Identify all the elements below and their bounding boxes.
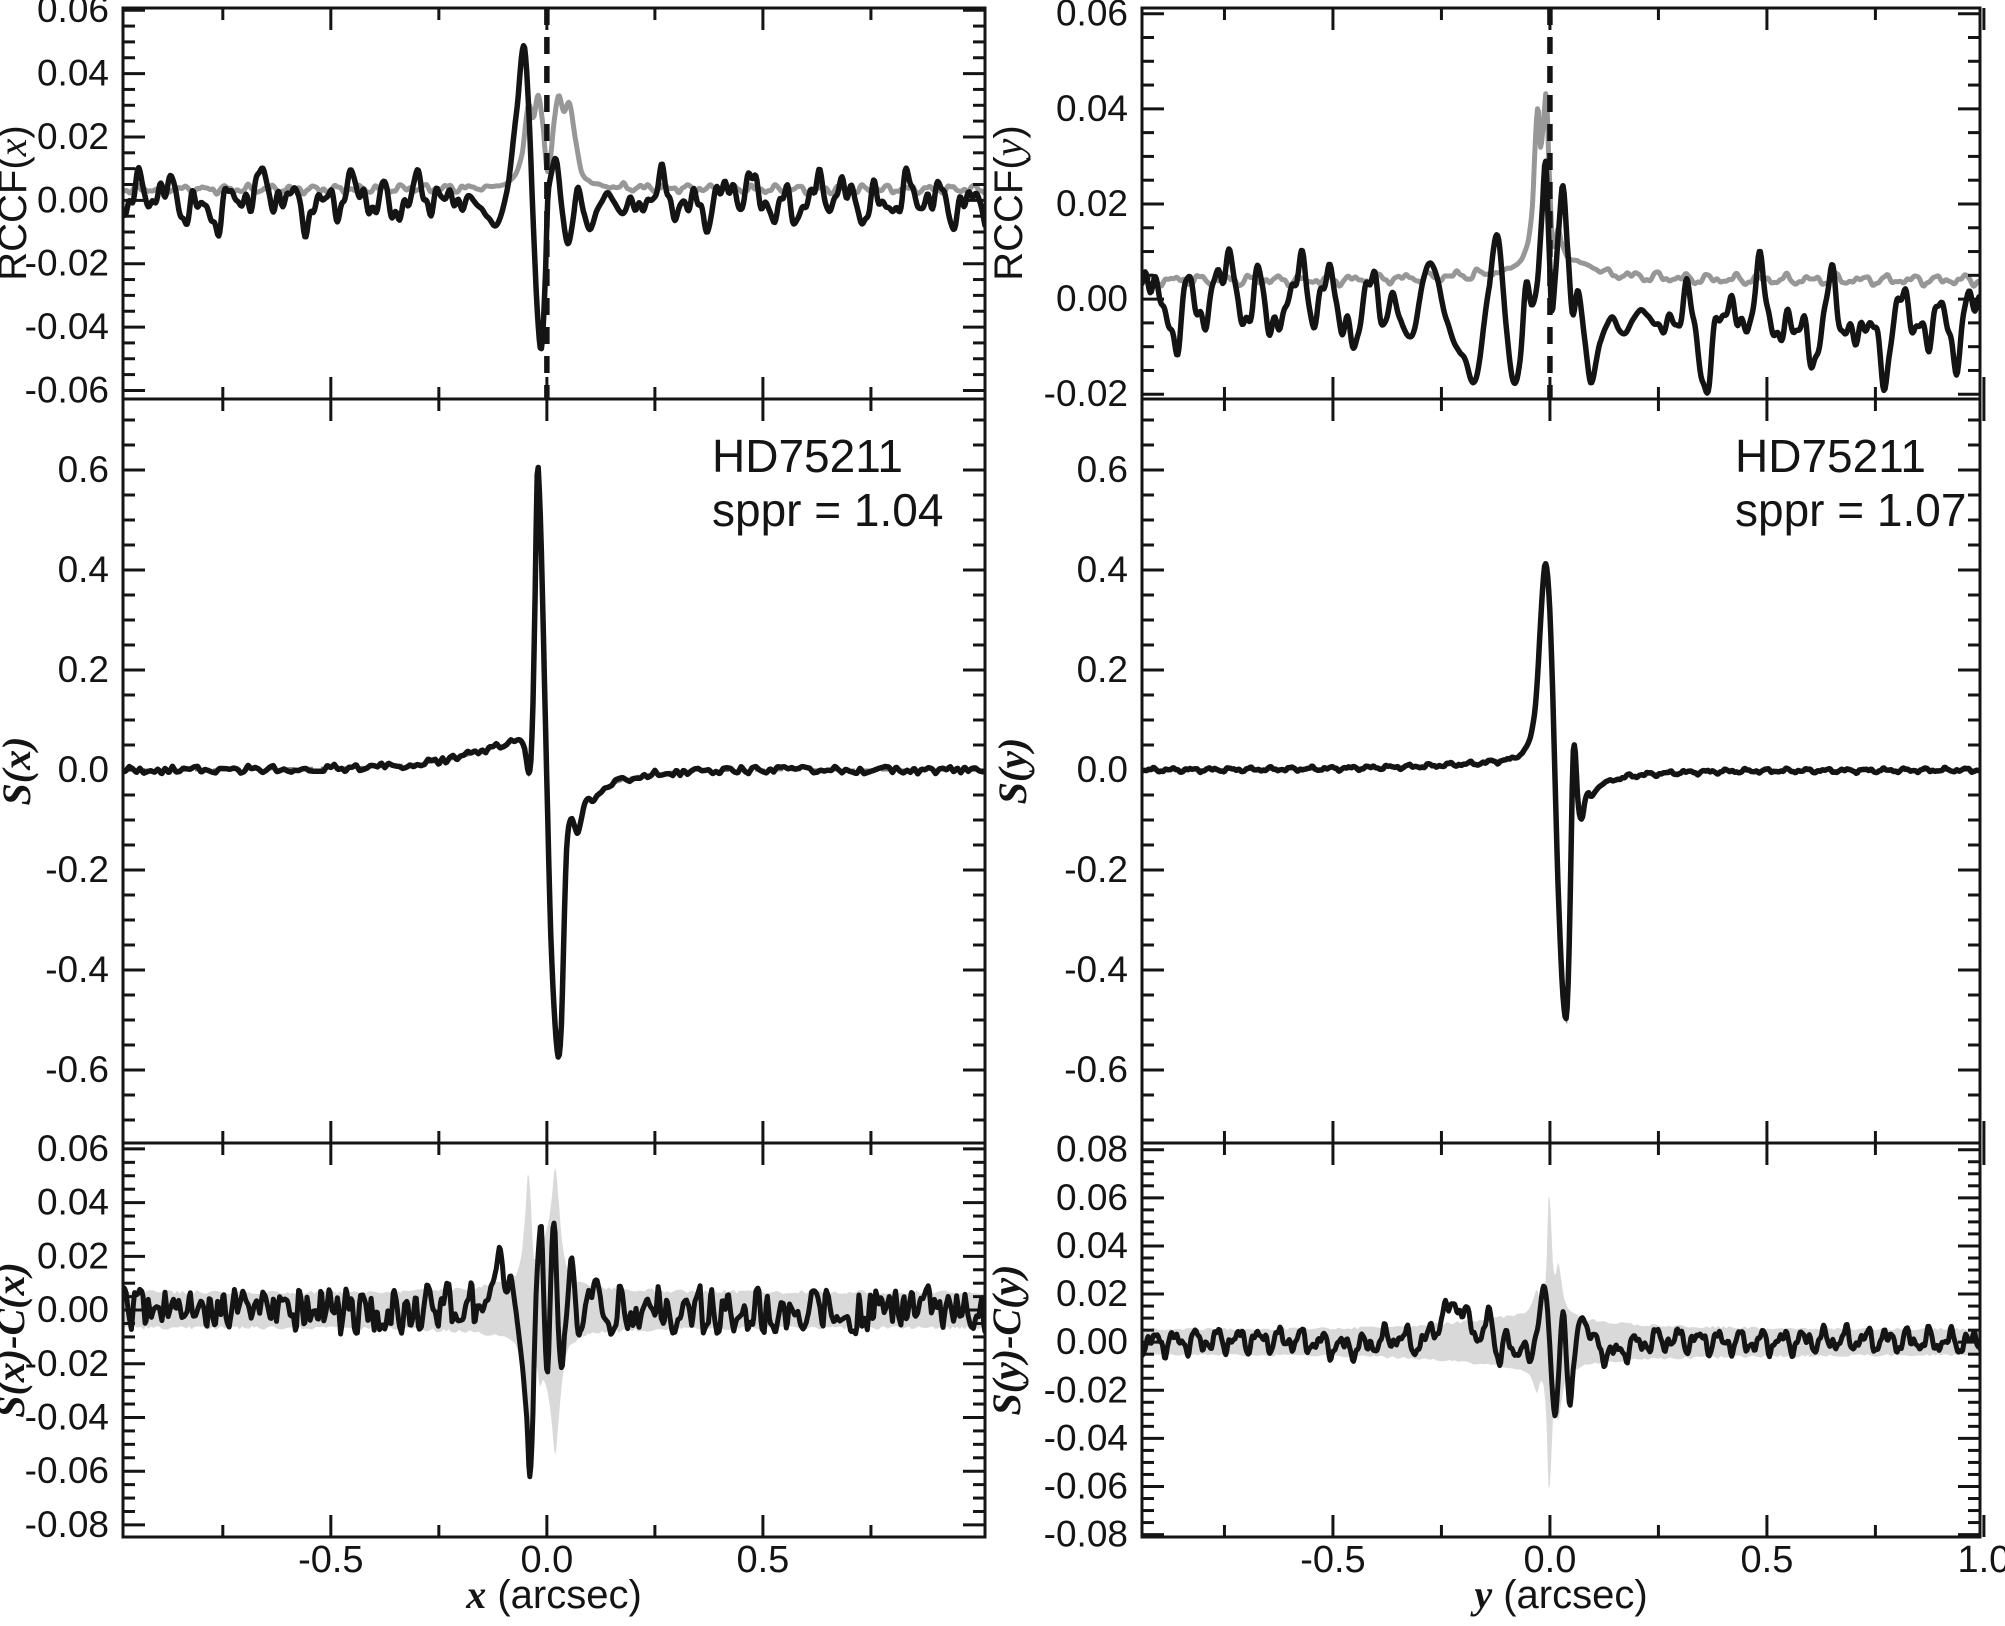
y-tick-label: -0.02	[1044, 373, 1128, 414]
rccf-observed	[1142, 158, 1980, 396]
y-tick-label: -0.6	[45, 1049, 109, 1090]
y-tick-label: 0.4	[1077, 549, 1128, 590]
y-tick-label: 0.04	[1056, 88, 1128, 129]
y-tick-label: -0.02	[25, 243, 109, 284]
residual	[1142, 1283, 1980, 1419]
x-tick-label: -0.5	[1300, 1539, 1365, 1581]
panel-s-y: 0.6 0.4 0.2 0.0 -0.2 -0.4 -0.6 S(y) HD75211sppr …	[990, 397, 1986, 1145]
y-tick-label: 0.2	[1077, 649, 1128, 690]
y-tick-label: -0.4	[1064, 949, 1128, 990]
panel-s-x: 0.6 0.4 0.2 0.0 -0.2 -0.4 -0.6 S(x) HD75211sppr …	[0, 397, 987, 1145]
y-tick-label: -0.06	[25, 369, 109, 410]
y-tick-label: 0.08	[1056, 1129, 1128, 1170]
y-tick-label: 0.2	[58, 649, 109, 690]
y-tick-label: 0.06	[1056, 1177, 1128, 1218]
panel-rccf-x: 0.06 0.04 0.02 0.00 -0.02 -0.04 -0.06 RCCF(x)	[0, 0, 987, 410]
y-axis-title: S(y)-C(y)	[984, 1264, 1029, 1415]
rccf-reference	[123, 92, 985, 197]
x-tick-label: 0.5	[1741, 1539, 1794, 1581]
x-tick-label: 0.5	[736, 1539, 789, 1581]
annotation-hd75211: HD75211	[712, 430, 903, 482]
panel-border	[121, 1141, 987, 1539]
x-axis-title: y (arcsec)	[1470, 1572, 1647, 1617]
y-tick-label: 0.00	[37, 179, 109, 220]
y-tick-label: -0.04	[25, 306, 109, 347]
y-axis-title: S(x)-C(x)	[0, 1262, 33, 1418]
y-tick-label: 0.02	[1056, 183, 1128, 224]
annotation-sppr-1-04: sppr = 1.04	[712, 484, 943, 536]
x-tick-label: 0.0	[520, 1539, 573, 1581]
residual	[123, 1220, 985, 1480]
y-tick-label: -0.2	[45, 849, 109, 890]
annotation-hd75211: HD75211	[1735, 430, 1926, 482]
panel-resid-x: 0.06 0.04 0.02 0.00 -0.02 -0.04 -0.06 -0.08 -0.5…	[0, 1128, 987, 1617]
y-tick-label: 0.6	[58, 449, 109, 490]
y-tick-label: -0.06	[1044, 1465, 1128, 1506]
y-tick-label: -0.2	[1064, 849, 1128, 890]
y-tick-label: 0.02	[37, 116, 109, 157]
y-tick-label: -0.6	[1064, 1049, 1128, 1090]
y-tick-label: 0.0	[1077, 749, 1128, 790]
y-tick-label: -0.04	[1044, 1417, 1128, 1458]
uncertainty-band	[123, 1167, 985, 1455]
y-tick-label: -0.06	[25, 1450, 109, 1491]
panel-resid-y: 0.08 0.06 0.04 0.02 0.00 -0.02 -0.04 -0.06 -0.08…	[984, 1129, 2005, 1617]
profile-slope	[1142, 560, 1980, 1022]
y-tick-label: -0.02	[1044, 1369, 1128, 1410]
y-tick-label: 0.6	[1077, 449, 1128, 490]
y-axis-title: RCCF(y)	[986, 125, 1031, 281]
y-tick-label: 0.00	[1056, 278, 1128, 319]
y-tick-label: 0.02	[37, 1235, 109, 1276]
x-axis-title: x (arcsec)	[465, 1572, 642, 1617]
y-axis-title: RCCF(x)	[0, 125, 35, 281]
y-tick-label: -0.04	[25, 1396, 109, 1437]
y-tick-label: 0.00	[37, 1289, 109, 1330]
y-tick-label: 0.04	[37, 1182, 109, 1223]
y-tick-label: 0.4	[58, 549, 109, 590]
x-tick-label: 1.0	[1957, 1539, 2005, 1581]
y-tick-label: -0.4	[45, 949, 109, 990]
x-tick-label: 0.0	[1524, 1539, 1577, 1581]
y-tick-label: 0.0	[58, 749, 109, 790]
y-tick-label: 0.04	[1056, 1225, 1128, 1266]
annotation-sppr-1-07: sppr = 1.07	[1735, 484, 1966, 536]
y-tick-label: 0.02	[1056, 1273, 1128, 1314]
y-tick-label: 0.00	[1056, 1321, 1128, 1362]
y-tick-label: 0.06	[37, 0, 109, 30]
y-tick-label: 0.06	[1056, 0, 1128, 34]
y-tick-label: 0.06	[37, 1128, 109, 1169]
panel-rccf-y: 0.06 0.04 0.02 0.00 -0.02 RCCF(y)	[986, 0, 1986, 414]
y-tick-label: -0.08	[1044, 1514, 1128, 1555]
y-tick-label: -0.08	[25, 1504, 109, 1545]
y-tick-label: 0.04	[37, 53, 109, 94]
rccf-reference	[1142, 91, 1980, 289]
profile-slope	[123, 464, 985, 1060]
y-axis-title: S(x)	[0, 737, 39, 806]
y-axis-title: S(y)	[990, 738, 1035, 805]
rccf-observed	[123, 42, 985, 352]
panel-border	[1140, 1141, 1982, 1539]
y-tick-label: -0.02	[25, 1343, 109, 1384]
x-tick-label: -0.5	[298, 1539, 363, 1581]
